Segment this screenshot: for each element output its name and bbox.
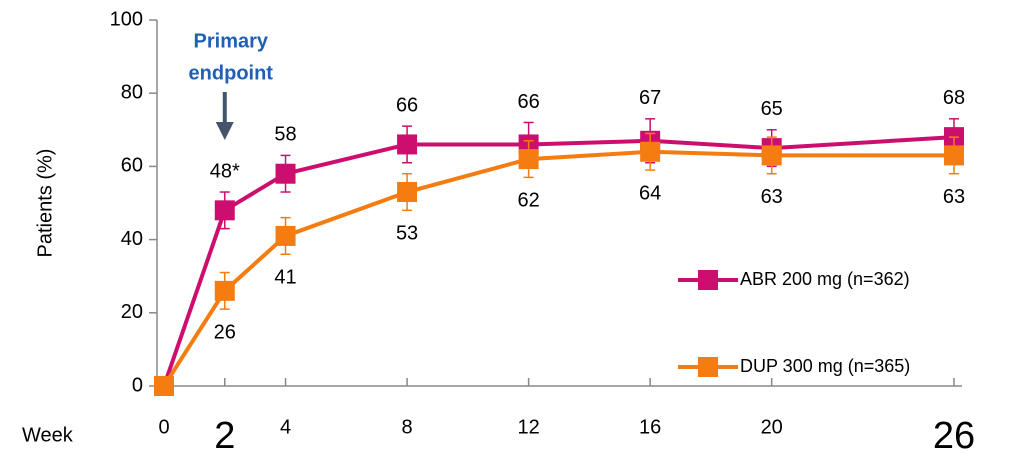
y-tick-label: 0 — [132, 374, 143, 396]
y-tick-label: 40 — [121, 228, 143, 250]
y-tick-label: 100 — [110, 8, 143, 30]
annotation: endpoint — [189, 62, 274, 84]
data-label: 64 — [639, 182, 661, 204]
data-label: 58 — [274, 124, 296, 146]
data-label: 63 — [761, 186, 783, 208]
data-label: 26 — [214, 321, 236, 343]
legend-label: ABR 200 mg (n=362) — [740, 269, 910, 289]
data-label: 63 — [943, 186, 965, 208]
data-label: 41 — [274, 267, 296, 289]
marker — [518, 149, 539, 170]
data-label: 66 — [396, 94, 418, 116]
y-axis-label: Patients (%) — [34, 149, 56, 258]
marker — [397, 182, 418, 203]
marker — [214, 200, 235, 221]
data-label: 62 — [517, 190, 539, 212]
y-tick-label: 60 — [121, 155, 143, 177]
data-label: 67 — [639, 87, 661, 109]
data-label: 65 — [761, 98, 783, 120]
x-tick-label: 4 — [280, 416, 291, 438]
marker — [397, 134, 418, 155]
x-tick-label: 12 — [517, 416, 539, 438]
series-line — [162, 135, 955, 387]
marker — [154, 376, 174, 396]
annotation: Primary — [194, 30, 269, 52]
marker — [640, 141, 661, 162]
data-label: 53 — [396, 223, 418, 245]
data-label: 48* — [210, 160, 240, 182]
x-tick-label: 2 — [214, 415, 235, 453]
marker — [275, 225, 296, 246]
legend-marker — [698, 270, 718, 290]
x-tick-label: 26 — [933, 415, 975, 453]
marker — [275, 163, 296, 184]
y-tick-label: 80 — [121, 81, 143, 103]
marker — [214, 280, 235, 301]
data-label: 68 — [943, 87, 965, 109]
legend-marker — [698, 357, 718, 377]
series-line — [162, 149, 954, 388]
x-tick-label: 20 — [761, 416, 783, 438]
marker — [761, 145, 782, 166]
x-axis-label: Week — [22, 424, 74, 446]
marker — [944, 145, 964, 166]
annotation-arrow-head — [215, 122, 234, 140]
data-label: 66 — [517, 91, 539, 113]
legend-label: DUP 300 mg (n=365) — [740, 356, 910, 376]
y-tick-label: 20 — [121, 301, 143, 323]
x-tick-label: 8 — [402, 416, 413, 438]
x-tick-label: 0 — [158, 416, 169, 438]
x-tick-label: 16 — [639, 416, 661, 438]
